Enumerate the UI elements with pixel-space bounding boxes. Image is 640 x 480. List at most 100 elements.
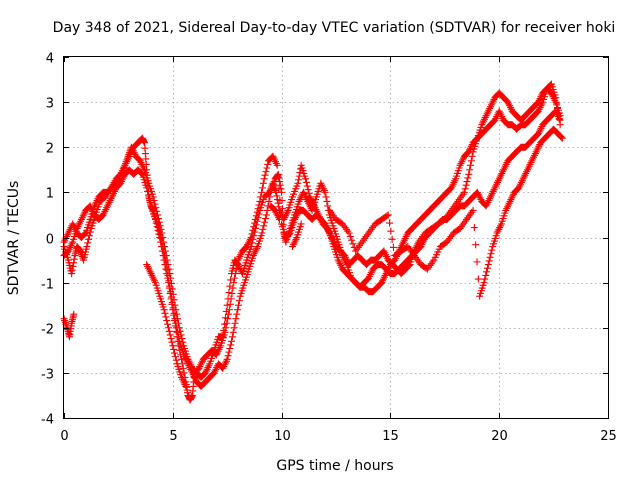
data-point-interp (486, 253, 494, 261)
data-point-interp (248, 230, 256, 238)
data-point-interp (225, 348, 233, 356)
data-point (294, 179, 302, 187)
data-point-interp (323, 197, 331, 205)
data-point-interp (165, 327, 173, 335)
y-tick-label: 2 (46, 142, 54, 157)
data-point-interp (171, 317, 179, 325)
data-point-interp (224, 315, 232, 323)
data-point-interp (273, 192, 281, 200)
data-point-interp (69, 262, 77, 270)
data-point-interp (303, 182, 311, 190)
data-point-interp (461, 185, 469, 193)
data-point-interp (266, 193, 274, 201)
data-point-interp (228, 333, 236, 341)
plot-frame (63, 56, 609, 419)
data-point-interp (232, 265, 240, 273)
data-point-interp (482, 271, 490, 279)
data-point (83, 243, 91, 251)
data-point (552, 94, 560, 102)
data-point (260, 175, 268, 183)
data-point-interp (164, 320, 172, 328)
data-point-interp (81, 230, 89, 238)
data-point-interp (167, 335, 175, 343)
data-point-interp (172, 356, 180, 364)
data-point-interp (172, 327, 180, 335)
data-point-interp (259, 179, 267, 187)
data-point-interp (466, 161, 474, 169)
data-point-interp (154, 226, 162, 234)
y-axis-label: SDTVAR / TECUs (6, 181, 22, 296)
data-point (278, 188, 286, 196)
data-point-interp (161, 261, 169, 269)
data-point-interp (261, 171, 269, 179)
data-point-interp (158, 247, 166, 255)
data-point-interp (157, 238, 165, 246)
data-point-interp (146, 198, 154, 206)
data-point-interp (348, 236, 356, 244)
data-point-interp (227, 341, 235, 349)
data-point-interp (259, 225, 267, 233)
y-tick-label: -3 (41, 368, 54, 383)
data-point (178, 355, 186, 363)
data-point-interp (152, 219, 160, 227)
data-point (225, 306, 233, 314)
data-point-interp (233, 310, 241, 318)
data-point-interp (263, 164, 271, 172)
x-tick-label: 5 (169, 429, 177, 444)
data-point-interp (483, 268, 491, 276)
data-point-interp (285, 230, 293, 238)
data-point-interp (258, 188, 266, 196)
data-point-interp (254, 205, 262, 213)
data-point (273, 161, 281, 169)
data-point (151, 215, 159, 223)
data-point-interp (228, 289, 236, 297)
data-point-interp (165, 284, 173, 292)
data-point-interp (171, 353, 179, 361)
data-point-interp (261, 218, 269, 226)
series-2 (60, 107, 564, 404)
data-point (465, 170, 473, 178)
data-point-interp (231, 274, 239, 282)
data-point-interp (462, 181, 470, 189)
y-tick-label: 0 (46, 233, 54, 248)
data-point-interp (274, 173, 282, 181)
y-tick-label: 1 (46, 187, 54, 202)
x-tick-label: 15 (382, 429, 399, 444)
data-point-interp (275, 185, 283, 193)
data-point-interp (166, 289, 174, 297)
chart-title: Day 348 of 2021, Sidereal Day-to-day VTE… (53, 20, 616, 36)
data-point (469, 206, 477, 214)
series-3 (60, 125, 566, 390)
data-point-interp (251, 219, 259, 227)
y-tick-label: 3 (46, 97, 54, 112)
data-point-interp (161, 309, 169, 317)
data-point (384, 211, 392, 219)
data-point-interp (227, 295, 235, 303)
data-point (169, 342, 177, 350)
data-point (173, 333, 181, 341)
data-point-interp (488, 246, 496, 254)
data-point-interp (260, 222, 268, 230)
data-point-interp (387, 227, 395, 235)
data-point-interp (483, 264, 491, 272)
data-point-interp (252, 212, 260, 220)
data-point-interp (162, 313, 170, 321)
data-point-interp (263, 206, 271, 214)
data-point-interp (231, 319, 239, 327)
data-point-interp (171, 322, 179, 330)
data-point-interp (470, 224, 478, 232)
data-point-interp (305, 189, 313, 197)
data-point-interp (153, 223, 161, 231)
data-point-interp (250, 223, 258, 231)
data-point-interp (386, 219, 394, 227)
data-point-interp (349, 240, 357, 248)
data-point (160, 306, 168, 314)
data-point (169, 306, 177, 314)
data-point-interp (472, 241, 480, 249)
data-point-interp (222, 324, 230, 332)
data-point-interp (168, 300, 176, 308)
series-1 (60, 80, 564, 390)
data-point-interp (230, 324, 238, 332)
data-point-interp (223, 319, 231, 327)
